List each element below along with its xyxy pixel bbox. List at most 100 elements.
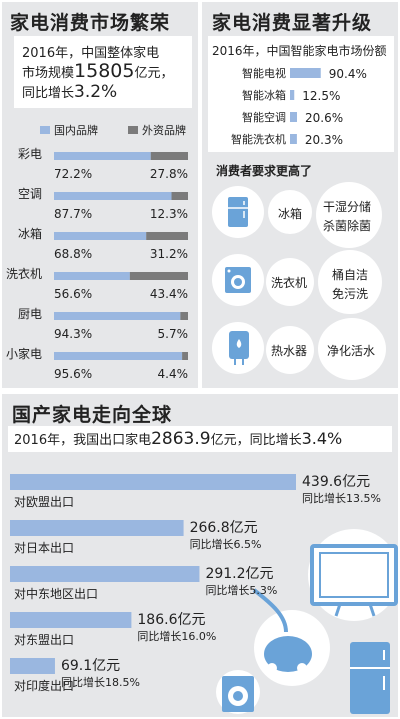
demand-fridge-name: 冰箱 — [278, 207, 303, 221]
domestic-bar — [54, 272, 130, 280]
small-fridge-icon — [350, 642, 390, 714]
tv-icon — [308, 529, 398, 621]
export-bar — [10, 566, 200, 582]
domestic-bar — [54, 192, 172, 200]
global-summary-unit: 亿元，同比增长 — [210, 433, 302, 448]
fridge-icon — [228, 197, 248, 227]
washer-icon — [225, 267, 251, 293]
domestic-bar — [54, 352, 183, 360]
smart-share-value: 20.6% — [305, 111, 343, 125]
market-category-label: 厨电 — [18, 307, 42, 321]
demand-fridge-line2: 杀菌除菌 — [323, 219, 372, 233]
smart-share-bar — [290, 134, 297, 144]
foreign-bar — [146, 232, 188, 240]
water-heater-icon — [229, 331, 249, 365]
smart-share-value: 12.5% — [302, 89, 340, 103]
smart-share-value: 20.3% — [305, 133, 343, 147]
smart-share-bar — [290, 68, 321, 78]
market-summary-line1: 2016年，中国整体家电 — [22, 46, 160, 61]
demand-title: 消费者要求更高了 — [216, 164, 313, 178]
foreign-value-label: 43.4% — [150, 287, 188, 301]
market-growth-value: 3.2% — [74, 82, 118, 102]
market-summary-box — [14, 36, 192, 108]
market-category-label: 空调 — [18, 187, 42, 201]
export-bar — [10, 658, 55, 674]
smart-category-label: 智能电视 — [242, 66, 286, 80]
smart-appliance-share-chart: 智能电视 90.4% 智能冰箱 12.5% 智能空调 20.6% 智能洗衣机 20.3% — [231, 66, 367, 147]
domestic-bar — [54, 312, 181, 320]
market-summary-prefix: 市场规模 — [22, 66, 75, 81]
global-summary-prefix: 2016年，我国出口家电 — [14, 433, 152, 448]
heater-feature-circle — [318, 318, 386, 380]
export-value-label: 291.2亿元 — [205, 566, 273, 582]
export-growth-label: 同比增长6.5% — [190, 537, 262, 551]
export-category-label: 对印度出口 — [14, 678, 74, 693]
smart-share-bar — [290, 90, 295, 100]
smart-category-label: 智能冰箱 — [242, 88, 286, 102]
legend-foreign-label: 外资品牌 — [142, 124, 186, 137]
global-summary-growth: 3.4% — [301, 429, 343, 448]
domestic-value-label: 72.2% — [54, 167, 92, 181]
upgrade-title: 家电消费显著升级 — [212, 12, 373, 34]
export-value-label: 266.8亿元 — [190, 520, 258, 536]
demand-washer-name: 洗衣机 — [271, 276, 308, 290]
upgrade-share-box — [208, 36, 394, 152]
demand-washer-line1: 桶自洁 — [332, 268, 369, 282]
foreign-value-label: 12.3% — [150, 207, 188, 221]
market-summary-value: 15805 — [74, 60, 135, 82]
export-category-label: 对中东地区出口 — [14, 586, 98, 601]
export-value-label: 69.1亿元 — [61, 658, 120, 674]
market-summary-line2: 市场规模15805亿元， — [22, 60, 173, 82]
fridge-feature-circle — [316, 182, 382, 248]
smart-category-label: 智能洗衣机 — [231, 132, 286, 146]
market-category-label: 彩电 — [18, 147, 42, 161]
foreign-bar — [150, 152, 188, 160]
demand-heater-line1: 净化活水 — [327, 344, 376, 358]
domestic-value-label: 87.7% — [54, 207, 92, 221]
smart-share-bar — [290, 112, 298, 122]
export-bar — [10, 520, 184, 536]
legend-domestic-swatch — [40, 126, 50, 134]
market-summary-line3: 同比增长3.2% — [22, 82, 117, 102]
global-summary: 2016年，我国出口家电2863.9亿元，同比增长3.4% — [14, 429, 342, 449]
market-title: 家电消费市场繁荣 — [10, 12, 171, 34]
domestic-value-label: 56.6% — [54, 287, 92, 301]
market-summary-unit: 亿元， — [134, 66, 174, 81]
demand-heater-name: 热水器 — [271, 344, 308, 358]
fridge-label-circle — [268, 190, 312, 234]
global-summary-box — [8, 426, 392, 452]
smart-category-label: 智能空调 — [242, 110, 286, 124]
market-category-label: 洗衣机 — [6, 266, 42, 281]
foreign-bar — [180, 312, 188, 320]
vacuum-icon — [252, 588, 330, 686]
foreign-value-label: 27.8% — [150, 167, 188, 181]
market-category-label: 冰箱 — [18, 226, 42, 241]
export-growth-label: 同比增长5.3% — [205, 583, 277, 597]
market-growth-prefix: 同比增长 — [22, 86, 75, 101]
domestic-value-label: 95.6% — [54, 367, 92, 381]
export-bar — [10, 612, 132, 628]
appliance-illustration — [216, 529, 398, 714]
export-category-label: 对东盟出口 — [14, 633, 74, 647]
washer-label-circle — [266, 258, 314, 306]
demand-fridge-line1: 干湿分储 — [323, 200, 372, 214]
domestic-value-label: 94.3% — [54, 327, 92, 341]
domestic-bar — [54, 152, 151, 160]
export-growth-label: 同比增长16.0% — [137, 629, 216, 643]
demand-washer-line2: 免污洗 — [332, 287, 369, 301]
export-category-label: 对欧盟出口 — [14, 495, 74, 509]
smart-share-value: 90.4% — [329, 67, 367, 81]
export-category-label: 对日本出口 — [14, 541, 74, 555]
export-value-label: 439.6亿元 — [302, 474, 370, 490]
market-category-label: 小家电 — [6, 346, 42, 361]
global-summary-value: 2863.9 — [151, 429, 211, 449]
foreign-value-label: 5.7% — [158, 327, 189, 341]
global-title: 国产家电走向全球 — [12, 404, 173, 426]
domestic-bar — [54, 232, 147, 240]
foreign-value-label: 4.4% — [158, 367, 189, 381]
export-bar — [10, 474, 296, 490]
legend-domestic-label: 国内品牌 — [54, 124, 98, 137]
export-value-label: 186.6亿元 — [137, 612, 205, 628]
export-growth-label: 同比增长18.5% — [61, 675, 140, 689]
small-washer-icon — [216, 670, 260, 714]
